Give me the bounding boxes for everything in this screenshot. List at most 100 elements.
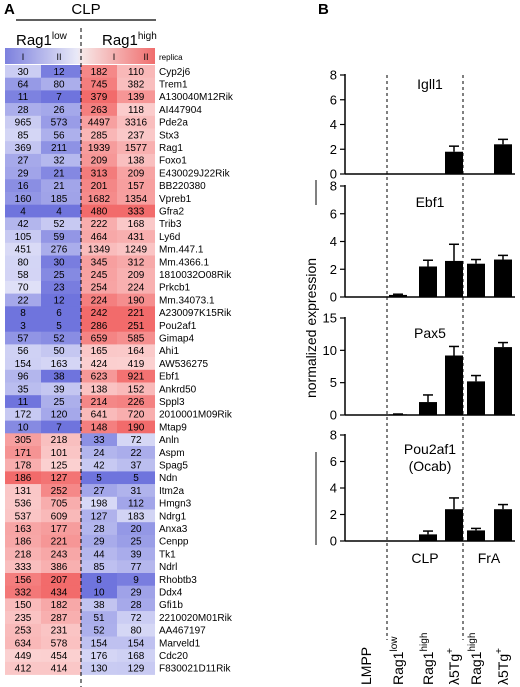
heatmap-value: 25 <box>53 397 65 408</box>
gene-label: Cyp2j6 <box>159 67 191 78</box>
gene-label: BB220380 <box>159 181 206 192</box>
heatmap-value: 286 <box>91 321 108 332</box>
bar <box>419 402 437 415</box>
heatmap-cell <box>117 547 155 561</box>
heatmap-cell <box>81 611 117 625</box>
heatmap-value: 312 <box>128 257 145 268</box>
heatmap-cell <box>5 115 41 129</box>
y-tick-label: 8 <box>330 428 337 443</box>
heatmap-cell <box>81 204 117 218</box>
heatmap-cell <box>41 509 81 523</box>
heatmap-cell <box>5 204 41 218</box>
heatmap-cell <box>117 623 155 637</box>
heatmap-value: 379 <box>91 92 108 103</box>
heatmap-cell <box>41 217 81 231</box>
gene-label: Aspm <box>159 448 185 459</box>
heatmap-value: 150 <box>15 600 32 611</box>
gene-label: Gimap4 <box>159 334 194 345</box>
heatmap-cell <box>117 153 155 167</box>
heatmap-cell <box>117 192 155 205</box>
heatmap-cell <box>81 128 117 142</box>
heatmap-row: 64 80 745 382 Trem1 <box>5 77 188 91</box>
heatmap-value: 182 <box>51 600 68 611</box>
heatmap-cell <box>41 458 81 472</box>
bar <box>445 151 463 174</box>
gene-label: Cdc20 <box>159 651 188 662</box>
heatmap-value: 31 <box>130 486 142 497</box>
x-axis-category-labels: LMPP Rag1low Rag1high λ5Tg+ Rag1high λ5Tg+ <box>358 633 511 685</box>
heatmap-value: 222 <box>91 219 108 230</box>
y-tick-label: 2 <box>330 507 337 522</box>
y-tick-label: 5 <box>330 375 337 390</box>
heatmap-row: 85 56 285 237 Stx3 <box>5 128 179 142</box>
heatmap-cell <box>117 560 155 574</box>
heatmap-cell <box>81 65 117 78</box>
heatmap-cell <box>41 255 81 269</box>
gene-label: Tk1 <box>159 549 176 560</box>
heatmap-value: 419 <box>128 359 145 370</box>
heatmap-row: 634 578 154 154 Marveld1 <box>5 636 201 650</box>
heatmap-cell <box>5 433 41 447</box>
heatmap-value: 235 <box>15 613 32 624</box>
heatmap-cell <box>117 242 155 256</box>
heatmap-value: 251 <box>128 321 145 332</box>
x-category-label: λ5Tg+ <box>494 648 511 685</box>
heatmap-cell <box>41 534 81 548</box>
heatmap-row: 156 207 8 9 Rhobtb3 <box>5 573 197 586</box>
heatmap-value: 1354 <box>125 194 148 205</box>
heatmap-value: 110 <box>128 67 144 78</box>
replicate-header-band <box>5 48 155 64</box>
x-category-label: Rag1high <box>467 633 484 685</box>
heatmap-cell <box>117 471 155 485</box>
heatmap-cell <box>81 90 117 104</box>
heatmap-row: 3 5 286 251 Pou2af1 <box>5 319 197 332</box>
heatmap-cell <box>5 446 41 459</box>
heatmap-cell <box>5 103 41 117</box>
heatmap-value: 414 <box>51 664 68 675</box>
heatmap-value: 12 <box>53 295 65 306</box>
heatmap-row: 536 705 198 112 Hmgn3 <box>5 496 192 510</box>
heatmap-cell <box>5 306 41 320</box>
heatmap-value: 3316 <box>125 118 148 129</box>
heatmap-value: 154 <box>15 359 32 370</box>
heatmap-cell <box>81 268 117 282</box>
heatmap-value: 27 <box>17 156 29 167</box>
heatmap-cell <box>5 585 41 599</box>
heatmap-cell <box>81 598 117 612</box>
heatmap-value: 57 <box>17 334 29 345</box>
heatmap-value: 198 <box>91 499 108 510</box>
heatmap-value: 305 <box>15 435 32 446</box>
heatmap-cell <box>41 382 81 396</box>
heatmap-cell <box>5 344 41 358</box>
heatmap-cell <box>5 331 41 345</box>
heatmap-value: 285 <box>91 130 108 141</box>
gene-label: F830021D11Rik <box>159 664 232 675</box>
heatmap-value: 4497 <box>88 118 111 129</box>
heatmap-value: 32 <box>53 156 65 167</box>
heatmap-cell <box>81 496 117 510</box>
heatmap-cell <box>41 395 81 409</box>
heatmap-row: 57 52 659 585 Gimap4 <box>5 331 194 345</box>
heatmap-value: 58 <box>17 270 29 281</box>
heatmap-cell <box>41 649 81 663</box>
heatmap-cell <box>81 331 117 345</box>
heatmap-cell <box>5 458 41 472</box>
heatmap-value: 3 <box>20 321 26 332</box>
heatmap-value: 178 <box>15 461 32 472</box>
heatmap-row: 163 177 28 20 Anxa3 <box>5 522 188 536</box>
heatmap-value: 29 <box>93 537 105 548</box>
heatmap-cell <box>41 611 81 625</box>
heatmap-value: 127 <box>91 511 108 522</box>
heatmap-cell <box>117 141 155 155</box>
heatmap-value: 449 <box>15 651 32 662</box>
heatmap-value: 51 <box>93 613 105 624</box>
gene-label: Pou2af1 <box>159 321 197 332</box>
heatmap-cell <box>5 661 41 675</box>
heatmap-cell <box>5 369 41 383</box>
heatmap-cell <box>81 319 117 332</box>
heatmap-cell <box>41 141 81 155</box>
heatmap-value: 10 <box>17 422 29 433</box>
heatmap-cell <box>117 65 155 78</box>
heatmap-cell <box>81 446 117 459</box>
y-tick-label: 2 <box>330 142 337 157</box>
